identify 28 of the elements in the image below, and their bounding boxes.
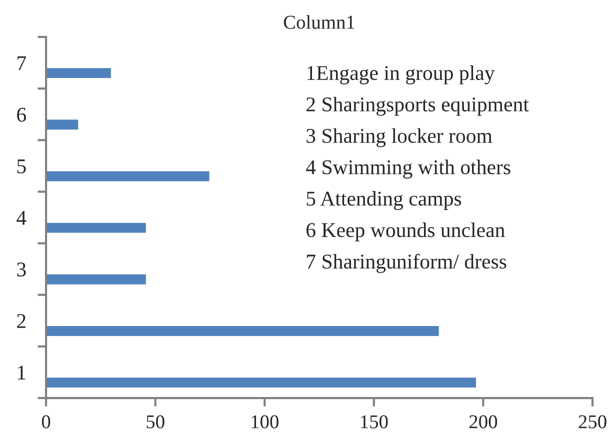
- x-tick-label: 0: [42, 415, 50, 428]
- y-tick-label: 1: [18, 366, 26, 380]
- x-tick-label: 50: [146, 415, 164, 428]
- x-tick-label: 250: [578, 415, 606, 428]
- annotation: 3 Sharing locker room: [306, 128, 492, 148]
- bar: [46, 221, 148, 234]
- annotation: 7 Sharinguniform/ dress: [306, 254, 506, 273]
- y-tick-label: 2: [17, 314, 26, 328]
- x-tick-label: 150: [361, 415, 388, 428]
- x-tick-label: 100: [252, 415, 278, 428]
- annotation: 4 Swimming with others: [306, 160, 510, 179]
- y-tick-label: 6: [17, 108, 26, 122]
- y-tick-label: 4: [16, 211, 26, 225]
- y-tick-label: 7: [18, 56, 26, 70]
- bar: [46, 273, 148, 286]
- annotation: 1Engage in group play: [307, 65, 495, 84]
- y-tick-label: 5: [17, 160, 26, 174]
- annotation: 5 Attending camps: [306, 191, 462, 210]
- annotation: 6 Keep wounds unclean: [306, 222, 505, 242]
- y-tick-label: 3: [17, 262, 26, 277]
- bar: [46, 118, 80, 132]
- annotation: 2 Sharingsports equipment: [306, 96, 529, 116]
- chart-title: Column1: [284, 15, 354, 29]
- bar: [46, 324, 440, 338]
- bar: [46, 66, 112, 80]
- bar: [46, 376, 478, 389]
- x-tick-label: 200: [469, 415, 498, 428]
- bar: [46, 170, 211, 183]
